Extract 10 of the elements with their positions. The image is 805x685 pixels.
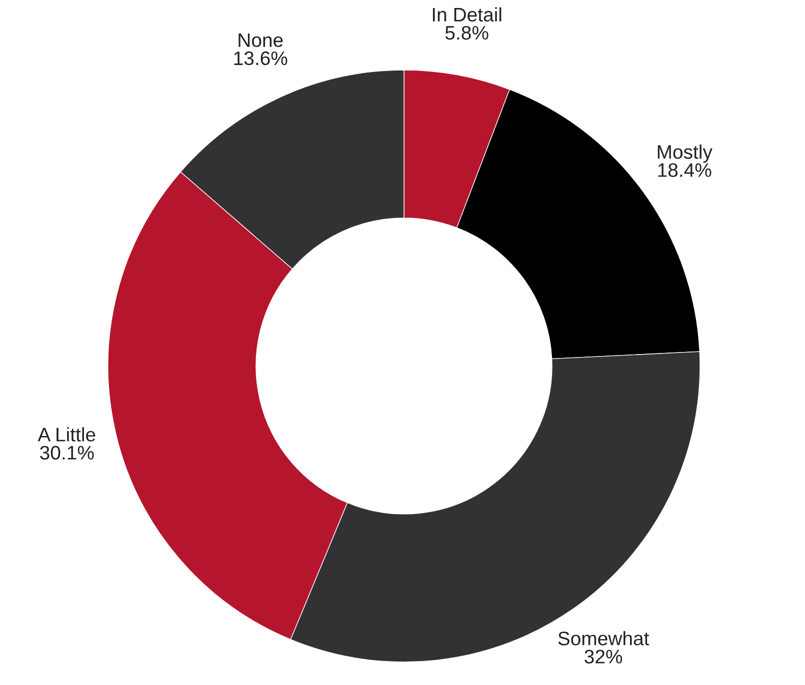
slice-label: In Detail (432, 7, 502, 22)
data-label: 13.6% (234, 51, 288, 66)
slice-label: None (238, 33, 283, 48)
slice-label: A Little (38, 427, 96, 442)
data-label: 5.8% (445, 26, 488, 40)
slice-label: Somewhat (558, 631, 650, 646)
slice-label: Mostly (658, 144, 712, 163)
data-label: 30.1% (40, 446, 94, 460)
data-label: 32% (584, 650, 622, 664)
data-label: 18.4% (658, 163, 712, 177)
